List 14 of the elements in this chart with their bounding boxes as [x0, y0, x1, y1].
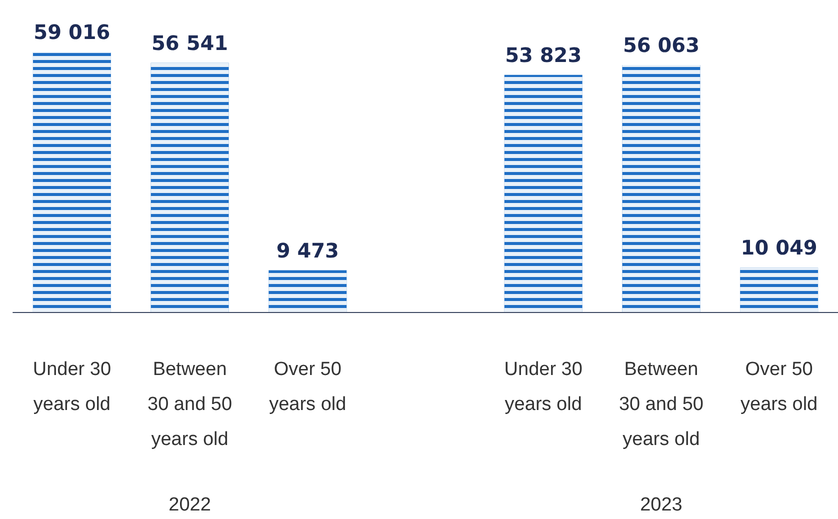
x-tick-label: Under 30 years old	[32, 359, 112, 415]
x-tick-label: Over 50 years old	[740, 359, 818, 415]
text: 2022	[168, 494, 211, 516]
x-tick-label: Over 50 years old	[269, 359, 346, 415]
data-label: 56 541	[152, 30, 228, 55]
data-label: 10 049	[740, 236, 818, 260]
x-tick-label: Under 30 years old	[504, 359, 582, 415]
data-label: 59 016	[34, 20, 110, 44]
data-label: 9 473	[276, 238, 339, 262]
data-label: 56 063	[622, 33, 700, 58]
data-label: 53 823	[505, 42, 582, 67]
text: 2023	[640, 494, 682, 516]
x-tick-label: Between 30 and 50 years old	[618, 359, 704, 450]
x-tick-label: Between 30 and 50 years old	[148, 359, 232, 450]
